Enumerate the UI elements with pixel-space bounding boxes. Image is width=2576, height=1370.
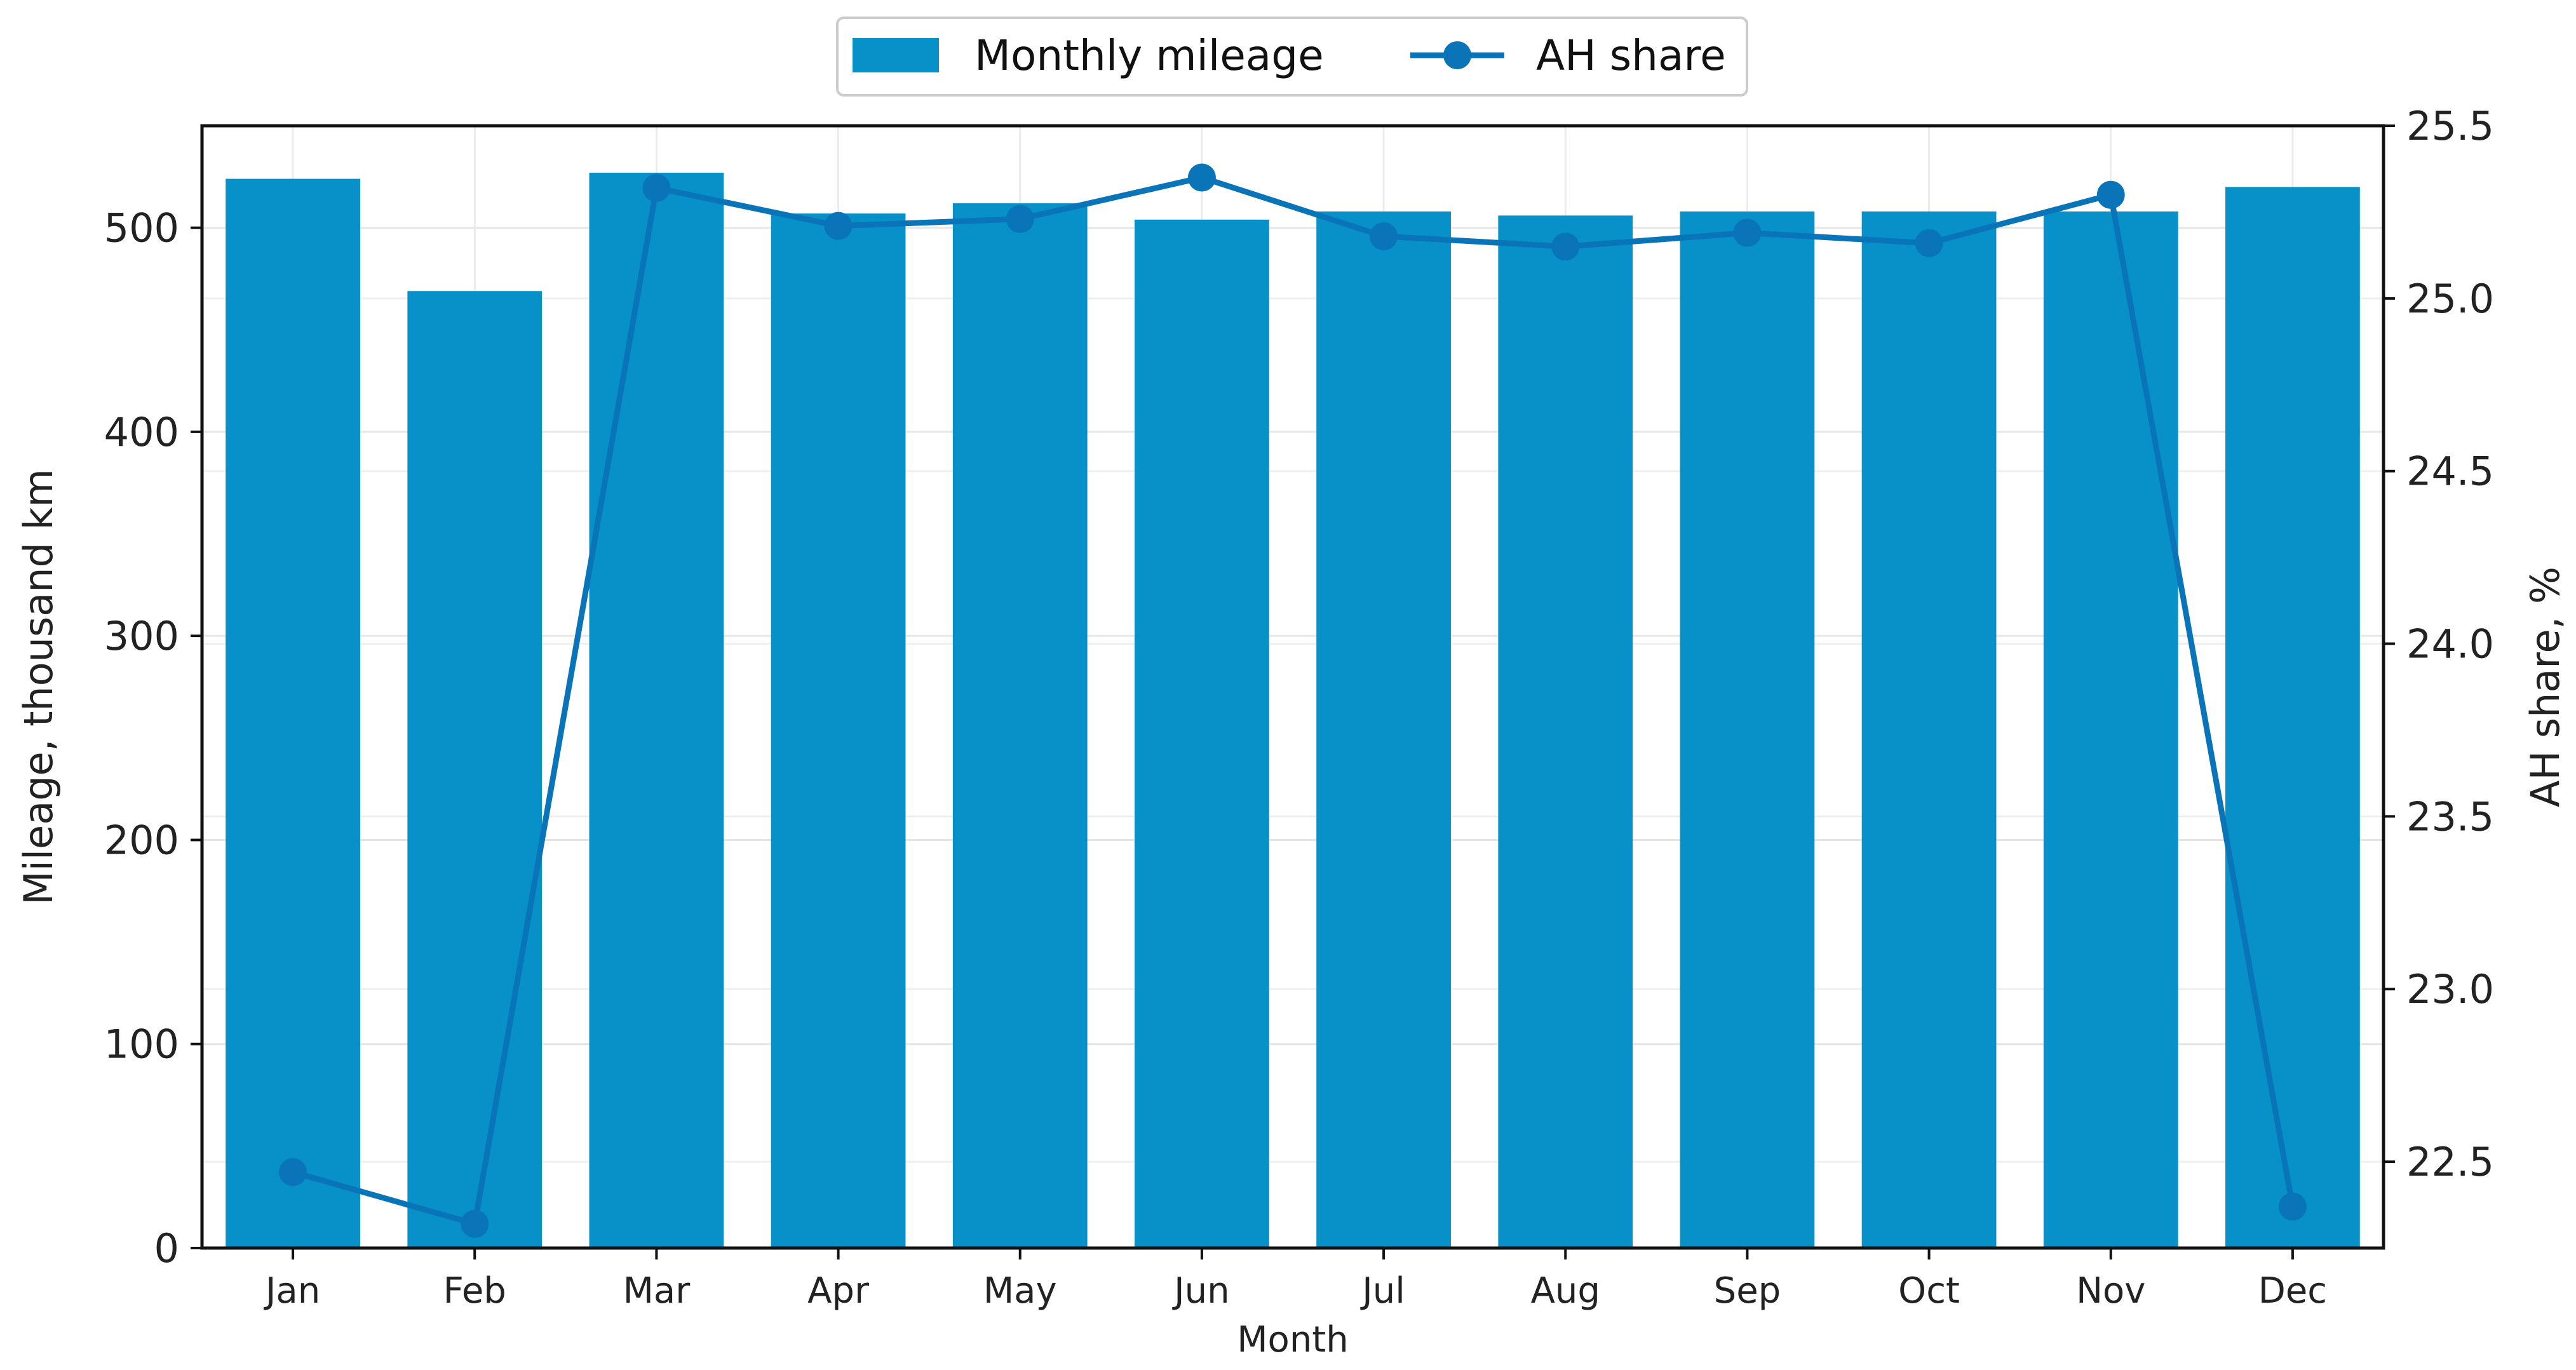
x-tick-label: Jul bbox=[1360, 1270, 1405, 1312]
y2-tick-label: 23.0 bbox=[2406, 966, 2494, 1012]
point-jun bbox=[1187, 163, 1216, 192]
y2-tick-label: 25.0 bbox=[2406, 276, 2494, 322]
point-jul bbox=[1370, 222, 1398, 250]
point-feb bbox=[461, 1209, 489, 1238]
y-tick-label: 200 bbox=[104, 817, 179, 863]
legend-label-monthly-mileage: Monthly mileage bbox=[974, 31, 1324, 80]
y-tick-label: 0 bbox=[154, 1225, 179, 1272]
y-tick-label: 400 bbox=[104, 409, 179, 455]
legend-label-ah-share: AH share bbox=[1536, 31, 1726, 80]
bar-nov bbox=[2043, 211, 2178, 1248]
x-tick-label: Sep bbox=[1714, 1270, 1781, 1312]
y2-tick-label: 22.5 bbox=[2406, 1139, 2494, 1185]
plot-frame bbox=[200, 124, 2385, 1250]
point-aug bbox=[1551, 232, 1580, 261]
point-apr bbox=[824, 212, 853, 240]
y2-tick-label: 25.5 bbox=[2406, 103, 2494, 149]
axes: 0 100 200 300 400 500 22.5 23.0 23.5 24.0 24.5 25.0… bbox=[104, 103, 2494, 1312]
bar-sep bbox=[1680, 211, 1815, 1248]
point-sep bbox=[1733, 218, 1762, 247]
y2-tick-label: 24.0 bbox=[2406, 621, 2494, 668]
x-tick-label: Apr bbox=[807, 1270, 870, 1312]
y-axis-title: Mileage, thousand km bbox=[15, 469, 62, 905]
bar-oct bbox=[1861, 211, 1997, 1248]
ah-share-line bbox=[279, 163, 2307, 1238]
point-mar bbox=[642, 173, 671, 202]
point-jan bbox=[279, 1158, 307, 1186]
x-tick-label: Jun bbox=[1172, 1270, 1230, 1312]
legend-bar-swatch bbox=[853, 38, 939, 72]
y-tick-label: 300 bbox=[104, 613, 179, 659]
y2-tick-label: 24.5 bbox=[2406, 448, 2494, 495]
bar-jan bbox=[226, 178, 360, 1249]
legend-line-marker bbox=[1443, 41, 1471, 69]
bar-mar bbox=[589, 172, 724, 1249]
point-nov bbox=[2096, 180, 2125, 209]
y2-tick-label: 23.5 bbox=[2406, 793, 2494, 840]
x-tick-label: Jan bbox=[264, 1270, 320, 1312]
legend: Monthly mileage AH share bbox=[836, 17, 1748, 97]
bar-jul bbox=[1316, 211, 1451, 1248]
ah-share-polyline bbox=[292, 175, 2296, 1227]
x-tick-label: Mar bbox=[623, 1270, 691, 1312]
x-tick-label: Oct bbox=[1898, 1270, 1960, 1312]
bar-feb bbox=[407, 291, 543, 1248]
y2-axis-title: AH share, % bbox=[2522, 567, 2568, 807]
x-tick-label: May bbox=[983, 1270, 1057, 1312]
bar-jun bbox=[1135, 219, 1269, 1249]
legend-box bbox=[836, 17, 1748, 97]
x-axis-title: Month bbox=[1237, 1319, 1349, 1360]
y-tick-label: 500 bbox=[104, 205, 179, 252]
x-tick-label: Aug bbox=[1531, 1270, 1600, 1312]
mileage-bars bbox=[226, 172, 2360, 1249]
point-may bbox=[1006, 205, 1034, 233]
bar-aug bbox=[1498, 215, 1633, 1248]
y-tick-label: 100 bbox=[104, 1021, 179, 1068]
bar-apr bbox=[771, 213, 906, 1249]
x-tick-label: Dec bbox=[2258, 1270, 2327, 1312]
x-tick-label: Nov bbox=[2076, 1270, 2145, 1312]
bar-may bbox=[952, 203, 1088, 1249]
bar-dec bbox=[2225, 187, 2360, 1248]
x-tick-label: Feb bbox=[443, 1270, 506, 1312]
point-dec bbox=[2278, 1192, 2307, 1221]
point-oct bbox=[1915, 229, 1943, 257]
